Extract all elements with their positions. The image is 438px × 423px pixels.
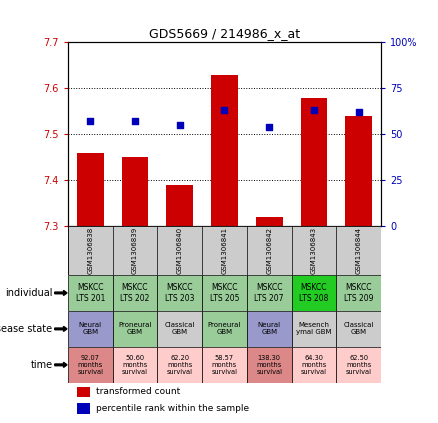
Text: time: time	[30, 360, 53, 370]
Text: GSM1306840: GSM1306840	[177, 227, 183, 274]
Bar	[77, 387, 90, 397]
Point	[355, 109, 362, 115]
Text: disease state: disease state	[0, 324, 53, 334]
Text: Neural
GBM: Neural GBM	[258, 322, 281, 335]
Text: Neural
GBM: Neural GBM	[79, 322, 102, 335]
Bar	[68, 347, 113, 383]
Bar	[166, 185, 193, 226]
Text: transformed count: transformed count	[96, 387, 180, 396]
Bar	[113, 347, 157, 383]
Point	[311, 107, 318, 114]
Text: 58.57
months
survival: 58.57 months survival	[212, 355, 237, 375]
Bar	[157, 275, 202, 311]
Title: GDS5669 / 214986_x_at: GDS5669 / 214986_x_at	[149, 27, 300, 40]
Text: MSKCC
LTS 205: MSKCC LTS 205	[210, 283, 239, 302]
Bar	[113, 275, 157, 311]
Bar	[336, 275, 381, 311]
Text: GSM1306839: GSM1306839	[132, 227, 138, 274]
Bar	[292, 347, 336, 383]
Bar	[202, 311, 247, 347]
Point	[176, 122, 183, 129]
Text: 138.30
months
survival: 138.30 months survival	[256, 355, 282, 375]
Text: GSM1306842: GSM1306842	[266, 227, 272, 274]
Bar	[68, 275, 113, 311]
Bar	[247, 347, 292, 383]
Text: GSM1306841: GSM1306841	[222, 227, 227, 274]
Text: GSM1306844: GSM1306844	[356, 227, 362, 274]
Bar	[77, 404, 90, 414]
Text: Classical
GBM: Classical GBM	[343, 322, 374, 335]
Bar	[77, 153, 104, 226]
Text: MSKCC
LTS 202: MSKCC LTS 202	[120, 283, 150, 302]
Bar	[211, 74, 238, 226]
Bar	[256, 217, 283, 226]
Bar	[292, 275, 336, 311]
Text: individual: individual	[5, 288, 53, 298]
Bar	[202, 275, 247, 311]
Point	[131, 118, 138, 125]
Bar	[202, 347, 247, 383]
Text: GSM1306838: GSM1306838	[87, 227, 93, 274]
Text: 50.60
months
survival: 50.60 months survival	[122, 355, 148, 375]
Text: MSKCC
LTS 207: MSKCC LTS 207	[254, 283, 284, 302]
Text: percentile rank within the sample: percentile rank within the sample	[96, 404, 249, 413]
Text: MSKCC
LTS 209: MSKCC LTS 209	[344, 283, 374, 302]
Bar	[68, 311, 113, 347]
Bar	[157, 311, 202, 347]
Point	[266, 124, 273, 130]
Bar	[292, 311, 336, 347]
Bar	[113, 311, 157, 347]
Text: 92.07
months
survival: 92.07 months survival	[77, 355, 103, 375]
Text: MSKCC
LTS 201: MSKCC LTS 201	[76, 283, 105, 302]
Text: GSM1306843: GSM1306843	[311, 227, 317, 274]
Bar	[336, 311, 381, 347]
Point	[221, 107, 228, 114]
Text: MSKCC
LTS 208: MSKCC LTS 208	[299, 283, 328, 302]
Text: 62.50
months
survival: 62.50 months survival	[346, 355, 372, 375]
Bar	[122, 157, 148, 226]
Bar	[345, 116, 372, 226]
Text: 64.30
months
survival: 64.30 months survival	[301, 355, 327, 375]
Bar	[247, 311, 292, 347]
Bar	[300, 97, 327, 226]
Text: Mesench
ymal GBM: Mesench ymal GBM	[296, 322, 332, 335]
Text: 62.20
months
survival: 62.20 months survival	[167, 355, 193, 375]
Text: Proneural
GBM: Proneural GBM	[208, 322, 241, 335]
Point	[87, 118, 94, 125]
Text: Proneural
GBM: Proneural GBM	[118, 322, 152, 335]
Text: MSKCC
LTS 203: MSKCC LTS 203	[165, 283, 194, 302]
Bar	[157, 347, 202, 383]
Text: Classical
GBM: Classical GBM	[165, 322, 195, 335]
Bar	[336, 347, 381, 383]
Bar	[247, 275, 292, 311]
